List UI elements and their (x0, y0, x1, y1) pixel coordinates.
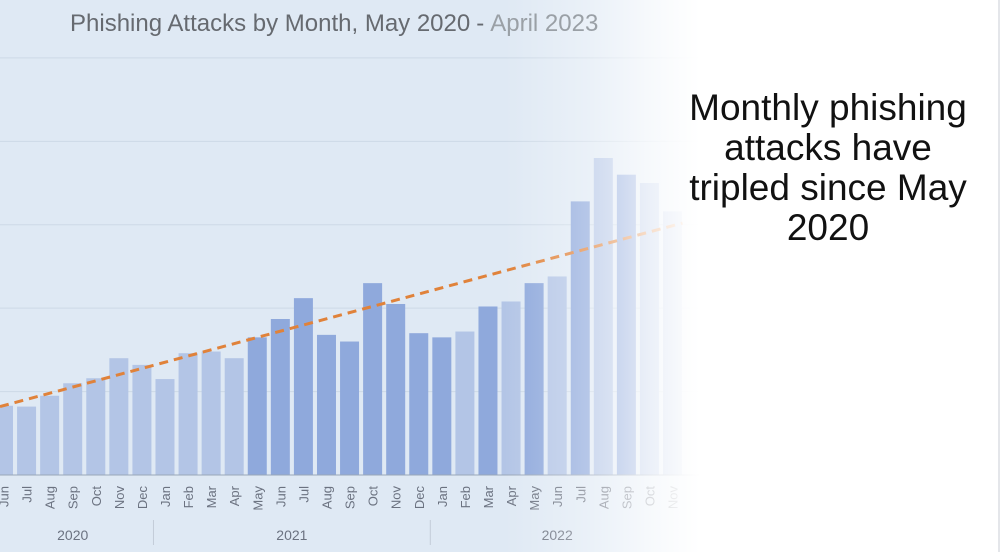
month-tick-label: Feb (458, 486, 473, 508)
month-tick-label: Nov (389, 486, 404, 510)
month-tick-label: Aug (596, 486, 611, 509)
month-tick-label: Nov (112, 486, 127, 510)
month-tick-label: Aug (43, 486, 58, 509)
bar (224, 358, 244, 475)
bar (501, 301, 521, 475)
headline-text: Monthly phishing attacks have tripled si… (689, 87, 967, 248)
bar (363, 283, 383, 475)
month-tick-label: Feb (181, 486, 196, 508)
bar (132, 364, 152, 475)
bar (547, 276, 567, 475)
month-tick-label: Oct (642, 486, 657, 507)
month-tick-label: Apr (504, 485, 519, 506)
bar (478, 306, 498, 475)
bar (17, 406, 37, 475)
month-tick-label: Oct (89, 486, 104, 507)
bar (455, 331, 475, 475)
month-tick-label: May (527, 486, 542, 511)
bar (270, 319, 290, 475)
year-label: 2022 (542, 527, 573, 543)
month-tick-label: Jun (273, 486, 288, 507)
month-tick-label: Apr (227, 485, 242, 506)
chart-title-end: April 2023 (490, 10, 599, 37)
bar (178, 353, 198, 475)
year-label: 2021 (276, 527, 307, 543)
bar (409, 333, 429, 475)
month-tick-label: Jun (550, 486, 565, 507)
month-tick-label: Mar (204, 485, 219, 508)
bar (616, 174, 636, 476)
bar (63, 383, 83, 475)
chart-title: Phishing Attacks by Month, May 2020- Apri… (70, 10, 598, 38)
bar (0, 405, 13, 475)
month-tick-label: Jan (435, 486, 450, 507)
bar (386, 303, 406, 475)
chart-title-separator: - (476, 10, 485, 37)
bar (155, 379, 175, 475)
bar (524, 283, 544, 475)
bar (593, 158, 613, 475)
right-border (998, 0, 1000, 552)
month-tick-label: Dec (412, 486, 427, 510)
month-tick-label: Jun (0, 486, 12, 507)
bar (247, 337, 267, 475)
bar (639, 183, 659, 475)
month-tick-label: Sep (66, 486, 81, 509)
month-tick-label: Oct (366, 486, 381, 507)
month-tick-label: Mar (481, 485, 496, 508)
month-tick-label: Nov (666, 486, 681, 510)
bar (340, 341, 360, 475)
chart-title-main: Phishing Attacks by Month, May 2020 (70, 10, 471, 37)
month-tick-label: May (250, 486, 265, 511)
year-label: 2020 (57, 527, 88, 543)
bar (86, 378, 106, 475)
month-tick-label: Jan (158, 486, 173, 507)
bar (663, 211, 683, 475)
bar (570, 201, 590, 476)
bar (432, 337, 452, 475)
month-tick-label: Sep (619, 486, 634, 509)
month-tick-label: Sep (343, 486, 358, 509)
month-tick-label: Jul (296, 486, 311, 503)
month-tick-label: Aug (319, 486, 334, 509)
bar (201, 351, 221, 475)
month-tick-label: Jul (573, 486, 588, 503)
month-tick-label: Dec (135, 486, 150, 510)
month-tick-label: Jul (20, 486, 35, 503)
bar (40, 395, 60, 475)
bar (316, 334, 336, 475)
